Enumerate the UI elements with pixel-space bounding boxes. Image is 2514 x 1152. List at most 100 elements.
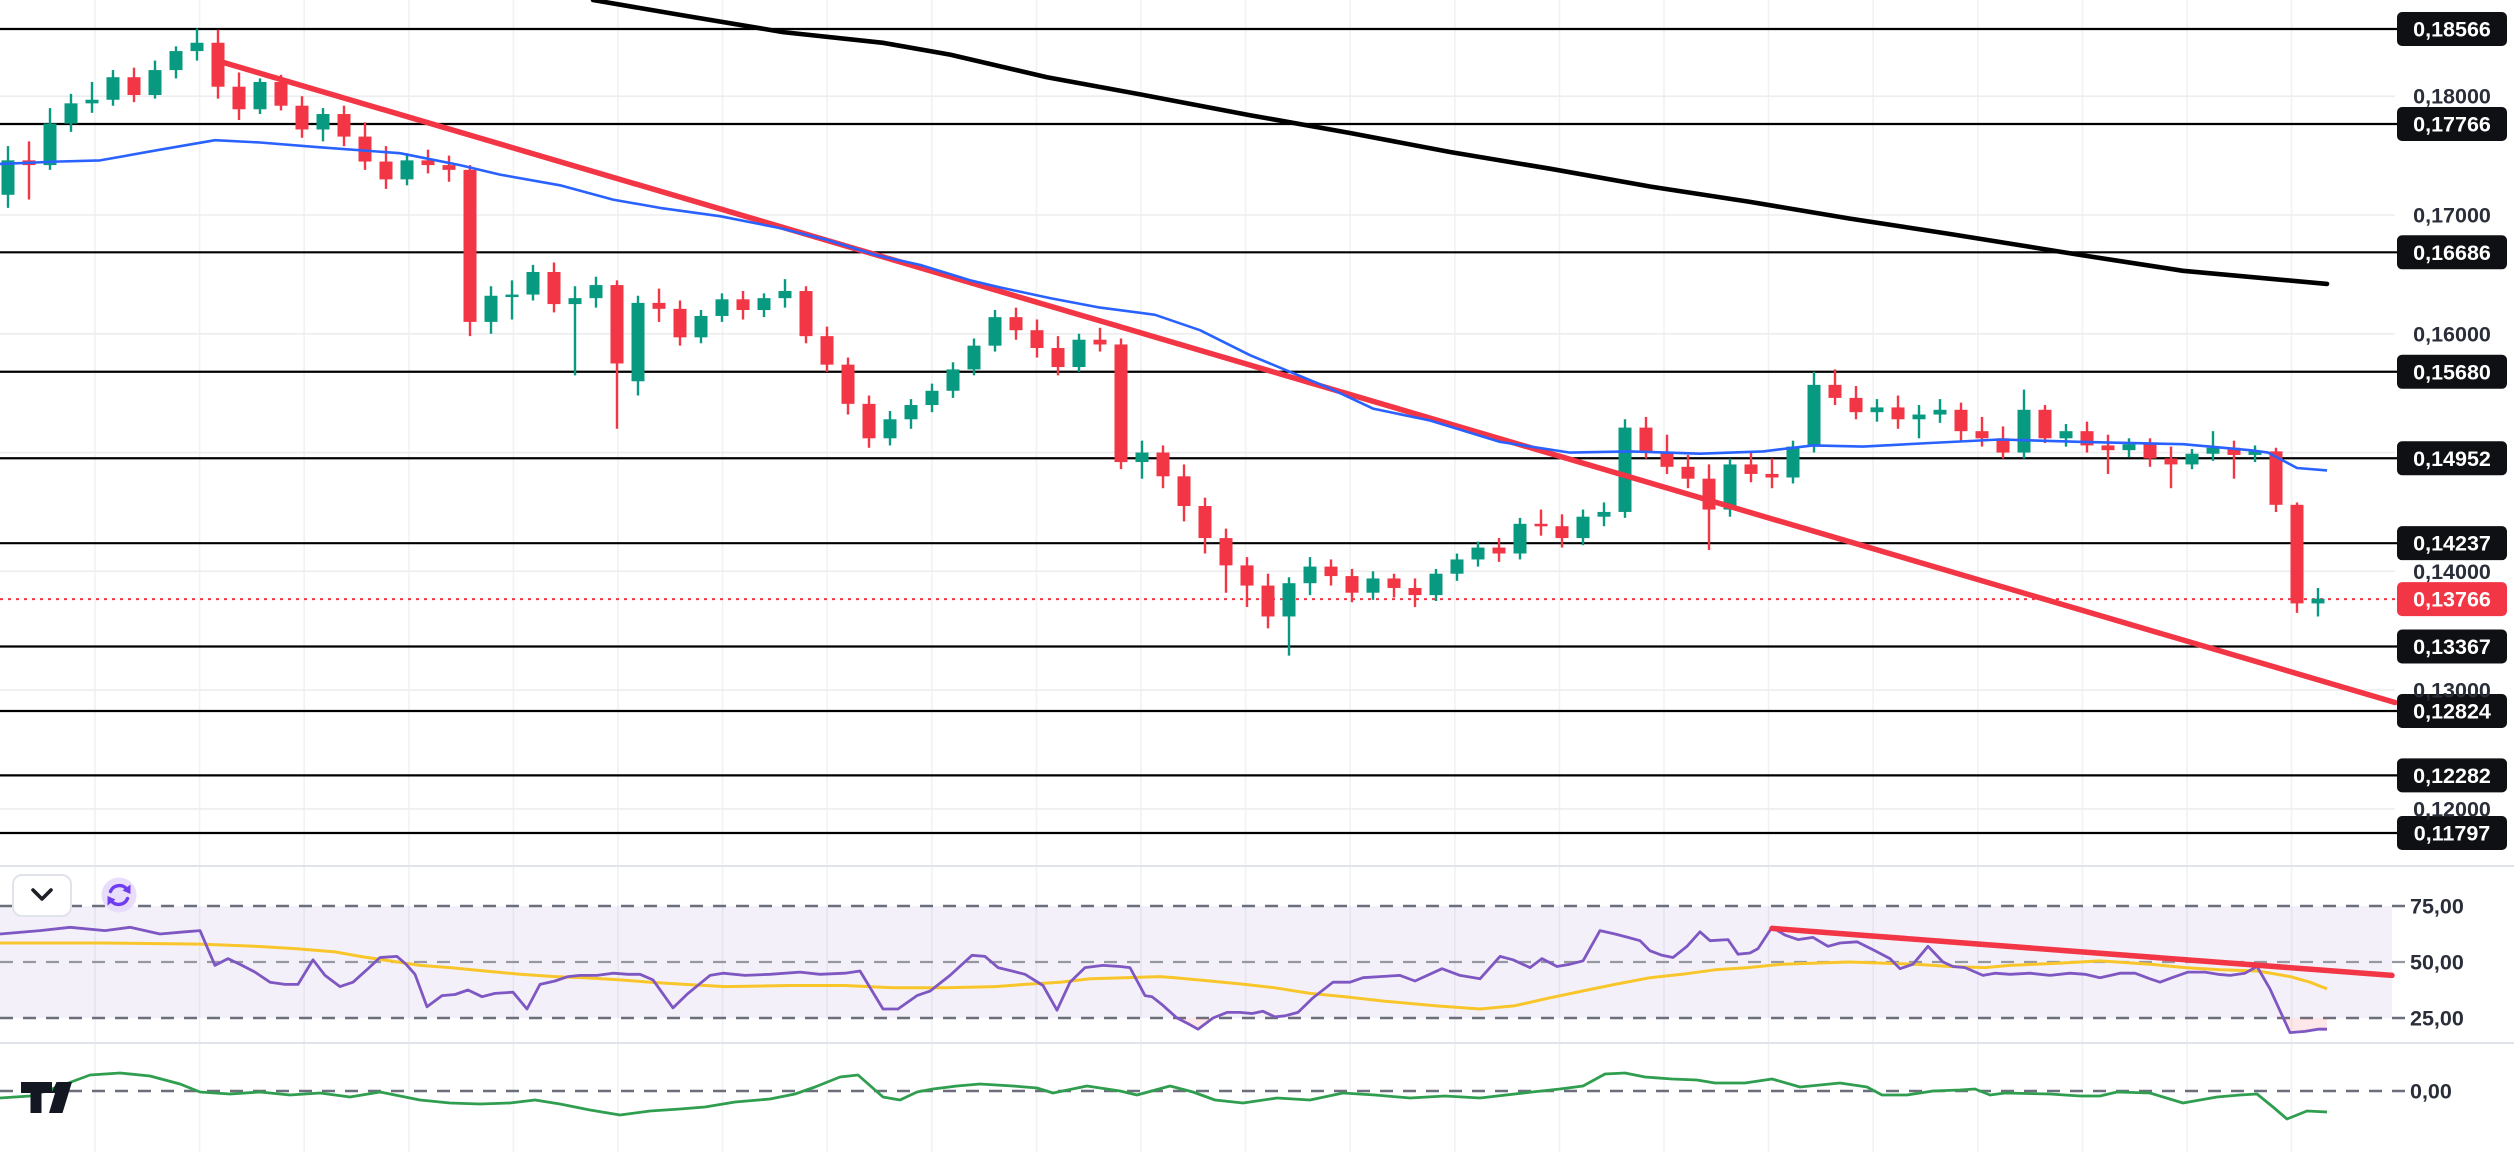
candle-body — [1975, 431, 1989, 439]
candle-body — [337, 114, 351, 137]
candlestick-series — [1, 28, 2325, 656]
price-level-badge: 0,14952 — [2397, 441, 2507, 476]
candle-body — [988, 317, 1002, 346]
price-level-badge-bg — [2397, 107, 2507, 142]
candle-body — [841, 364, 855, 404]
candle-body — [43, 123, 57, 166]
candle-body — [1765, 473, 1779, 478]
price-level-badge: 0,11797 — [2397, 816, 2507, 851]
candle-body — [610, 285, 624, 364]
price-level-badge-bg — [2397, 526, 2507, 561]
candle-body — [379, 161, 393, 180]
candle-body — [1093, 339, 1107, 345]
candle-body — [1156, 452, 1170, 477]
price-scale[interactable]: 0,18566 0,17766 0,16686 0,15680 0,14952 0,142… — [2397, 11, 2507, 851]
price-level-badge-text: 0,15680 — [2413, 360, 2491, 384]
candle-body — [1723, 464, 1737, 510]
trendline[interactable] — [212, 57, 2398, 706]
candle-body — [778, 291, 792, 299]
price-level-badge-text: 0,11797 — [2414, 822, 2491, 846]
candle-body — [1219, 538, 1233, 566]
price-scale-label: 0,17000 — [2413, 203, 2491, 227]
rsi-scale-label: 25,00 — [2410, 1007, 2464, 1031]
candle-body — [1051, 348, 1065, 368]
candle-body — [358, 136, 372, 162]
candle-body — [253, 81, 267, 110]
candle-body — [799, 291, 813, 337]
candle-body — [547, 272, 561, 305]
candle-body — [1660, 452, 1674, 467]
candle-body — [232, 86, 246, 110]
refresh-button-bg — [101, 877, 137, 913]
price-level-badge: 0,18566 — [2397, 11, 2507, 46]
candle-body — [2227, 447, 2241, 455]
candle-body — [1135, 452, 1149, 463]
key-level-lines — [0, 27, 2397, 835]
rsi-oversold-fill — [1177, 1018, 1213, 1030]
price-level-badge: 0,12824 — [2397, 694, 2507, 729]
candle-body — [1891, 407, 1905, 420]
candle-body — [1261, 585, 1275, 617]
ma-blue-line — [0, 138, 2328, 472]
rsi-line — [0, 925, 2327, 1034]
candle-body — [2206, 447, 2220, 454]
candle-body — [1618, 427, 1632, 512]
candle-body — [316, 114, 330, 130]
price-level-badge-text: 0,12282 — [2413, 764, 2491, 788]
price-level-badge-bg — [2397, 816, 2507, 851]
candle-body — [1030, 330, 1044, 349]
chevron-down-icon — [31, 888, 53, 901]
price-level-badge-bg — [2397, 694, 2507, 729]
collapse-indicator-button[interactable] — [12, 874, 72, 917]
candle-body — [736, 299, 750, 311]
candle-body — [106, 77, 120, 100]
candle-body — [1534, 523, 1548, 527]
candle-body — [1303, 566, 1317, 584]
candle-body — [820, 336, 834, 365]
price-level-badge: 0,15680 — [2397, 354, 2507, 389]
candle-body — [2143, 444, 2157, 459]
rsi-scale-label: 75,00 — [2410, 895, 2464, 919]
candle-body — [652, 302, 666, 309]
rsi-scale-label: 50,00 — [2410, 951, 2464, 975]
osc-scale-label: 0,00 — [2410, 1080, 2452, 1104]
candle-body — [1345, 576, 1359, 593]
price-level-badge-text: 0,17766 — [2413, 113, 2491, 137]
candle-body — [1702, 478, 1716, 510]
rsi-trendline[interactable] — [1769, 925, 2395, 979]
candle-body — [484, 295, 498, 322]
price-level-badge: 0,17766 — [2397, 107, 2507, 142]
candle-body — [1114, 344, 1128, 463]
price-level-badge-bg — [2397, 758, 2507, 793]
candle-body — [883, 419, 897, 439]
refresh-button[interactable] — [101, 877, 137, 913]
price-level-badge-text: 0,12824 — [2413, 700, 2491, 724]
candle-body — [1198, 506, 1212, 539]
candle-body — [1576, 516, 1590, 539]
candle-body — [463, 169, 477, 322]
refresh-icon-arrowhead-2 — [107, 896, 116, 906]
candle-body — [1492, 547, 1506, 554]
price-level-badge-bg — [2397, 235, 2507, 270]
candle-body — [1282, 583, 1296, 617]
rsi-ma-line — [0, 941, 2328, 1011]
price-level-badge: 0,14237 — [2397, 526, 2507, 561]
candle-body — [295, 105, 309, 130]
logo-dot — [58, 1082, 69, 1093]
tradingview-logo[interactable] — [21, 1082, 72, 1113]
logo-t-glyph — [21, 1082, 52, 1113]
price-level-badge-bg — [2397, 441, 2507, 476]
candle-body — [904, 405, 918, 420]
candle-body — [2311, 598, 2325, 604]
candle-body — [1366, 578, 1380, 593]
candle-body — [1324, 566, 1338, 577]
candle-body — [1240, 565, 1254, 586]
candle-body — [2101, 445, 2115, 451]
candle-body — [757, 298, 771, 311]
candle-body — [568, 298, 582, 305]
oscillator-line — [0, 1071, 2328, 1121]
indicator-scale[interactable]: 75,00 50,00 25,00 0,00 — [2410, 895, 2464, 1104]
candle-body — [1009, 317, 1023, 331]
